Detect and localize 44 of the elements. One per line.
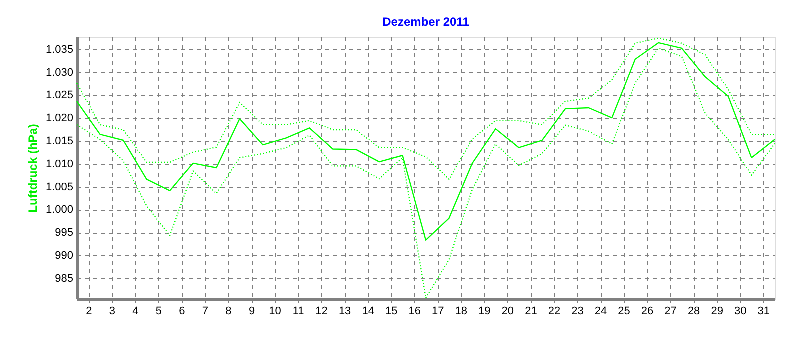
y-tick-label: 1.015 — [46, 135, 74, 148]
y-tick-label: 1.035 — [46, 44, 74, 56]
x-tick-label: 8 — [226, 306, 232, 318]
x-tick-label: 4 — [132, 306, 139, 318]
y-axis-title: Luftdruck (hPa) — [26, 124, 40, 213]
line-series — [76, 38, 776, 180]
x-tick-label: 17 — [432, 306, 444, 318]
x-tick-label: 28 — [688, 306, 700, 318]
x-tick-label: 26 — [641, 306, 654, 318]
x-tick-label: 19 — [478, 306, 491, 318]
chart-title: Dezember 2011 — [382, 15, 470, 29]
y-tick-label: 1.030 — [46, 66, 74, 79]
x-tick-label: 24 — [594, 306, 608, 318]
y-tick-label: 1.005 — [46, 181, 74, 194]
x-tick-label: 3 — [109, 306, 116, 318]
x-tick-label: 6 — [179, 306, 186, 318]
x-tick-label: 25 — [618, 306, 630, 318]
x-tick-label: 15 — [385, 306, 398, 318]
x-tick-label: 13 — [338, 306, 352, 318]
x-tick-label: 9 — [248, 306, 256, 318]
x-tick-label: 5 — [156, 306, 162, 318]
y-tick-label: 985 — [55, 272, 74, 285]
x-tick-label: 16 — [408, 306, 421, 318]
x-tick-label: 29 — [711, 306, 724, 318]
x-tick-label: 31 — [758, 306, 770, 318]
y-tick-label: 1.025 — [46, 90, 74, 102]
y-tick-label: 990 — [55, 250, 74, 262]
x-tick-label: 27 — [664, 306, 677, 318]
x-tick-label: 23 — [572, 306, 584, 318]
x-tick-label: 30 — [734, 306, 747, 318]
x-tick-label: 10 — [269, 306, 282, 318]
x-tick-label: 18 — [455, 306, 468, 318]
x-tick-label: 7 — [202, 306, 209, 318]
x-tick-label: 21 — [525, 306, 538, 318]
x-tick-label: 14 — [362, 306, 374, 318]
y-tick-label: 995 — [55, 227, 74, 240]
y-tick-label: 1.020 — [46, 112, 74, 125]
y-tick-label: 1.000 — [46, 204, 74, 216]
x-tick-label: 22 — [548, 306, 561, 318]
y-tick-label: 1.010 — [46, 158, 74, 170]
x-tick-label: 2 — [86, 306, 92, 318]
x-tick-label: 11 — [292, 306, 304, 318]
x-tick-label: 12 — [316, 306, 328, 318]
x-tick-label: 20 — [502, 306, 514, 318]
